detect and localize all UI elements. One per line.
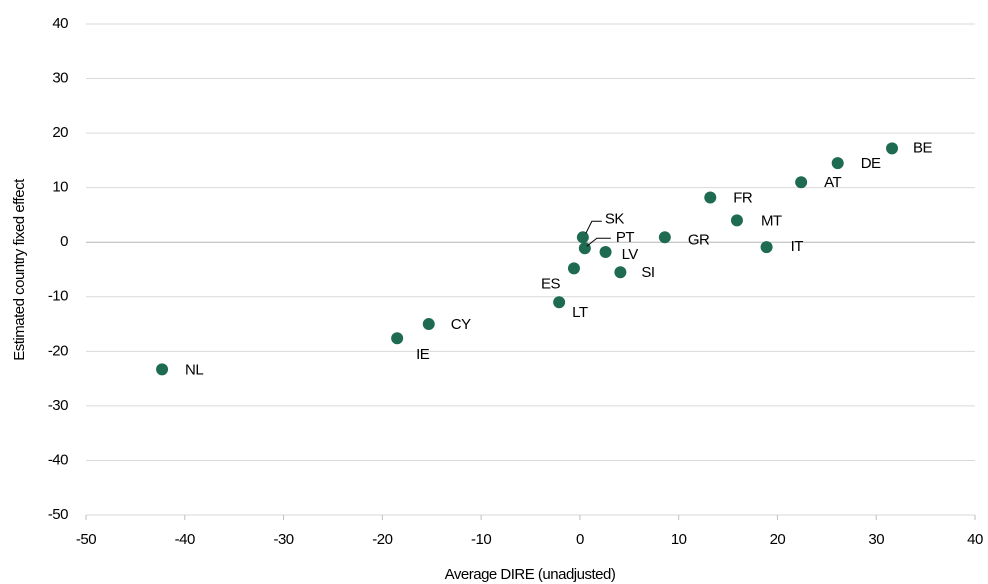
point-label: CY xyxy=(451,316,471,333)
y-tick-label: 40 xyxy=(52,15,68,32)
y-tick-label: -50 xyxy=(48,506,68,523)
point-label: FR xyxy=(733,189,753,206)
point xyxy=(422,318,435,331)
point-label: IE xyxy=(416,346,430,363)
point xyxy=(553,296,566,309)
point-label: MT xyxy=(761,212,782,229)
y-axis-label: Estimated country fixed effect xyxy=(11,178,28,361)
point-label: ES xyxy=(541,275,561,292)
point-label: BE xyxy=(913,139,933,156)
x-tick-label: -40 xyxy=(175,531,195,548)
point xyxy=(156,363,169,376)
leader-line xyxy=(586,237,611,247)
x-tick-label: 20 xyxy=(770,531,786,548)
y-tick-label: -40 xyxy=(48,451,68,468)
y-tick-label: -20 xyxy=(48,342,68,359)
x-tick-label: 10 xyxy=(671,531,687,548)
point xyxy=(391,332,404,345)
y-tick-label: 10 xyxy=(52,179,68,196)
y-tick-label: -10 xyxy=(48,288,68,305)
point-label: PT xyxy=(616,229,635,246)
point-label: AT xyxy=(824,174,841,191)
x-tick-label: 0 xyxy=(576,531,584,548)
x-tick-label: 30 xyxy=(868,531,884,548)
point xyxy=(886,142,899,155)
point xyxy=(704,191,717,204)
x-tick-label: -10 xyxy=(471,531,491,548)
point-label: LT xyxy=(572,304,588,321)
point-label: DE xyxy=(861,155,881,172)
point-label: SI xyxy=(641,264,654,281)
point-label: LV xyxy=(622,246,639,263)
point xyxy=(614,266,627,279)
x-tick-label: -20 xyxy=(372,531,392,548)
point-label: IT xyxy=(791,238,804,255)
x-tick-label: 40 xyxy=(967,531,983,548)
point xyxy=(795,176,808,189)
x-axis-label: Average DIRE (unadjusted) xyxy=(445,566,616,583)
point-label: GR xyxy=(688,231,710,248)
point-label: SK xyxy=(605,210,625,227)
point xyxy=(730,214,743,227)
point xyxy=(831,157,844,170)
y-tick-label: -30 xyxy=(48,397,68,414)
point xyxy=(760,241,773,254)
point-label: NL xyxy=(185,361,203,378)
point xyxy=(567,262,580,275)
point xyxy=(576,231,589,244)
y-tick-label: 20 xyxy=(52,124,68,141)
y-tick-label: 0 xyxy=(60,233,68,250)
point xyxy=(599,246,612,259)
leader-line xyxy=(585,220,602,234)
x-tick-label: -50 xyxy=(76,531,96,548)
y-tick-label: 30 xyxy=(52,70,68,87)
x-tick-label: -30 xyxy=(273,531,293,548)
point xyxy=(658,231,671,244)
